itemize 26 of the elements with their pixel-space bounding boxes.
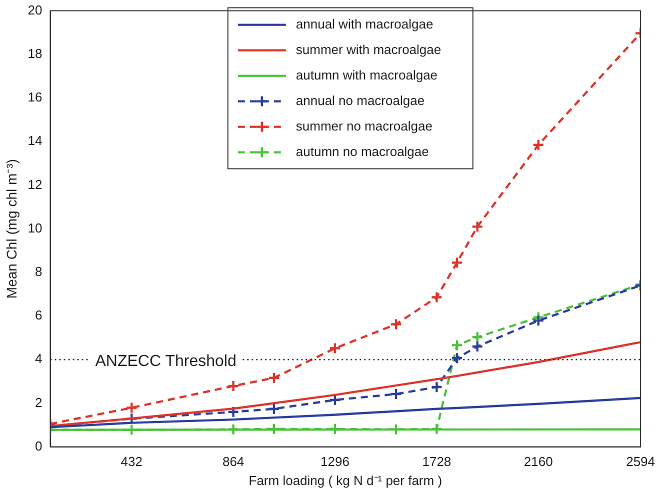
legend-label: autumn with macroalgae (296, 67, 438, 82)
x-tick-label: 1728 (422, 454, 452, 470)
x-tick-label: 2594 (626, 454, 655, 470)
y-tick-label: 8 (35, 264, 42, 279)
x-tick-label: 432 (120, 454, 142, 470)
legend-label: autumn no macroalgae (296, 144, 429, 159)
y-tick-label: 4 (35, 351, 42, 366)
y-tick-label: 6 (35, 308, 42, 323)
ref-line-label: ANZECC Threshold (95, 353, 236, 370)
x-tick-label: 1296 (320, 454, 350, 470)
legend-label: summer no macroalgae (296, 118, 432, 134)
y-tick-label: 20 (28, 2, 42, 18)
legend-label: annual with macroalgae (296, 16, 434, 32)
y-tick-label: 16 (28, 90, 42, 105)
x-tick-label: 2160 (524, 454, 553, 470)
y-tick-label: 18 (28, 46, 42, 61)
y-axis-title: Mean Chl (mg chl m⁻³) (3, 159, 20, 299)
legend-label: annual no macroalgae (296, 92, 425, 108)
y-tick-label: 0 (35, 438, 42, 454)
x-axis-title: Farm loading ( kg N d⁻¹ per farm ) (248, 472, 442, 488)
legend-label: summer with macroalgae (296, 42, 442, 57)
y-tick-label: 10 (28, 220, 42, 236)
x-tick-label: 864 (222, 454, 244, 470)
y-tick-label: 14 (28, 133, 42, 148)
y-tick-label: 2 (35, 394, 42, 410)
y-tick-label: 12 (28, 176, 42, 192)
